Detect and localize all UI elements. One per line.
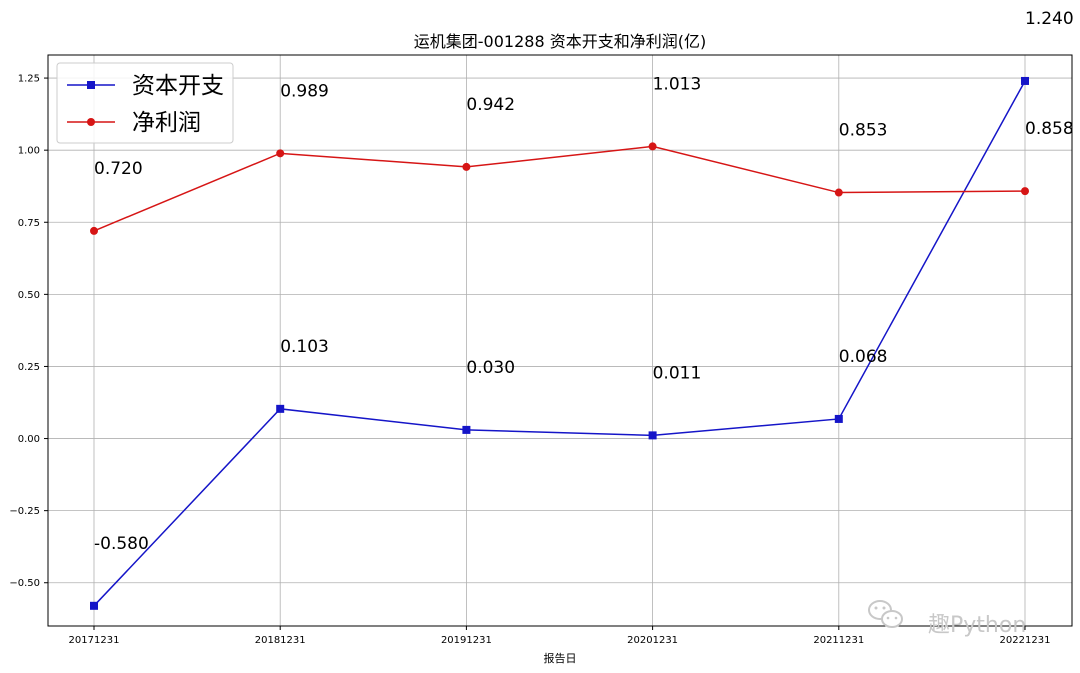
legend-label: 资本开支 xyxy=(132,73,224,99)
data-point-circle xyxy=(462,162,471,171)
series-line-0 xyxy=(93,80,1026,607)
series-line-1 xyxy=(93,145,1026,232)
x-tick-label: 20191231 xyxy=(441,635,492,646)
data-point-circle xyxy=(90,226,98,235)
data-point-circle xyxy=(648,142,657,151)
y-tick-label: 0.25 xyxy=(18,362,40,373)
x-tick-label: 20221231 xyxy=(1000,635,1051,646)
data-point-circle xyxy=(276,149,285,158)
data-point-circle xyxy=(1021,187,1029,196)
watermark: 趣Python xyxy=(868,600,1026,638)
y-tick-label: 0.50 xyxy=(18,290,40,301)
data-label: 0.989 xyxy=(280,81,329,101)
data-point-square xyxy=(834,414,843,423)
legend-box xyxy=(56,62,234,144)
chart-title: 运机集团-001288 资本开支和净利润(亿) xyxy=(414,32,706,51)
data-label: 0.011 xyxy=(653,363,702,383)
legend-marker-square xyxy=(87,81,95,89)
x-tick-label: 20171231 xyxy=(69,635,120,646)
data-label: 0.858 xyxy=(1025,119,1074,139)
y-tick-label: 0.00 xyxy=(18,434,40,445)
data-label: 1.240 xyxy=(1025,9,1074,29)
wechat-icon xyxy=(868,600,903,628)
y-tick-label: 1.25 xyxy=(18,74,40,85)
data-label: 0.942 xyxy=(466,95,515,115)
data-point-circle xyxy=(834,188,843,197)
data-point-square xyxy=(1021,76,1029,85)
grid-lines xyxy=(48,55,1072,626)
data-label: 1.013 xyxy=(653,74,702,94)
series-layer xyxy=(90,76,1029,610)
data-label: 0.068 xyxy=(839,347,888,367)
x-axis-label: 报告日 xyxy=(544,651,577,665)
y-tick-label: 1.00 xyxy=(18,146,40,157)
data-label: -0.580 xyxy=(94,534,149,554)
axes: 20171231 20181231 20191231 20201231 20211231… xyxy=(9,74,1050,646)
data-point-square xyxy=(276,404,285,413)
data-point-square xyxy=(90,601,98,610)
data-point-square xyxy=(648,431,657,440)
data-label: 0.853 xyxy=(839,121,888,141)
y-tick-label: −0.50 xyxy=(9,578,40,589)
data-label: 0.030 xyxy=(466,358,515,378)
y-tick-label: 0.75 xyxy=(18,218,40,229)
x-tick-label: 20211231 xyxy=(813,635,864,646)
legend-marker-circle xyxy=(87,118,95,126)
x-tick-label: 20181231 xyxy=(255,635,306,646)
plot-frame xyxy=(47,54,1073,627)
y-tick-label: −0.25 xyxy=(9,506,40,517)
watermark-text: 趣Python xyxy=(928,613,1026,638)
x-tick-label: 20201231 xyxy=(627,635,678,646)
legend-label: 净利润 xyxy=(132,110,201,136)
data-point-square xyxy=(462,425,471,434)
data-label: 0.720 xyxy=(94,159,143,179)
data-label: 0.103 xyxy=(280,337,329,357)
data-labels: -0.580 0.103 0.030 0.011 0.068 1.240 0.720 0.98… xyxy=(94,9,1074,554)
